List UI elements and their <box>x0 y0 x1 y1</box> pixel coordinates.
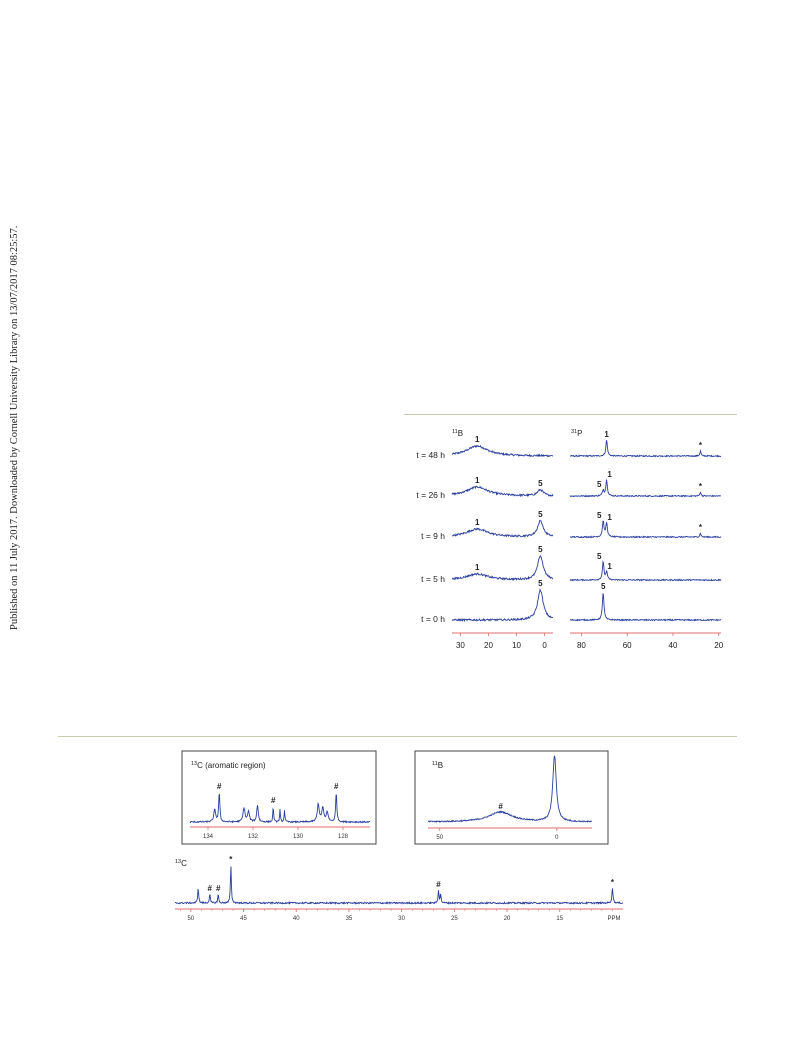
aromatic-peak-label-5: # <box>271 796 276 805</box>
boron-inset-title: 11B <box>432 761 443 770</box>
boron-inset-peak-label-0: # <box>498 802 503 811</box>
phosphorus-peak-label-1-2: * <box>699 482 703 491</box>
phosphorus-peak-label-2-2: * <box>699 523 703 532</box>
aromatic-inset-frame <box>181 750 377 845</box>
boron-stack-title: 11B <box>452 429 463 438</box>
phosphorus-peak-label-3-1: 1 <box>607 562 612 571</box>
phosphorus-trace-1 <box>569 479 722 498</box>
phosphorus-trace-4 <box>569 593 722 622</box>
boron-trace-4 <box>451 588 554 623</box>
aromatic-trace <box>189 793 371 824</box>
carbon-full-tick-label-8: PPM <box>607 916 620 922</box>
boron-trace-3 <box>451 554 554 582</box>
phosphorus-peak-label-2-1: 1 <box>607 513 612 522</box>
phosphorus-trace-0 <box>569 440 722 458</box>
carbon-full-tick-label-5: 25 <box>451 916 458 922</box>
boron-inset-tick-label-0: 50 <box>436 835 443 841</box>
phosphorus-peak-label-0-0: 1 <box>604 430 609 439</box>
carbon-full-peak-label-6: * <box>611 878 615 887</box>
aromatic-peak-label-0: # <box>217 782 222 791</box>
phosphorus-stack-tick-label-3: 20 <box>714 641 723 650</box>
aromatic-inset-tick-label-2: 130 <box>293 834 304 840</box>
boron-peak-label-3-1: 5 <box>538 545 543 554</box>
boron-peak-label-3-0: 1 <box>475 563 480 572</box>
boron-stack-tick-label-2: 10 <box>512 641 521 650</box>
boron-trace-0 <box>451 444 554 458</box>
boron-stack-tick-label-1: 20 <box>484 641 493 650</box>
phosphorus-peak-label-0-1: * <box>699 441 703 450</box>
row-label-2: t = 9 h <box>421 531 445 541</box>
carbon-full-tick-label-1: 45 <box>240 916 247 922</box>
aromatic-inset-tick-label-0: 134 <box>203 834 214 840</box>
phosphorus-stack-tick-label-1: 60 <box>623 641 632 650</box>
carbon-full-tick-label-3: 35 <box>346 916 353 922</box>
carbon-full-peak-label-3: * <box>229 855 233 864</box>
boron-stack-tick-label-3: 0 <box>542 641 547 650</box>
row-label-4: t = 0 h <box>421 614 445 624</box>
aromatic-peak-label-11: # <box>334 782 339 791</box>
row-label-3: t = 5 h <box>421 574 445 584</box>
carbon-full-tick-label-7: 15 <box>556 916 563 922</box>
boron-inset-frame <box>414 750 609 845</box>
aromatic-inset-tick-label-3: 128 <box>338 834 349 840</box>
phosphorus-stack-tick-label-2: 40 <box>669 641 678 650</box>
boron-trace-1 <box>451 485 554 498</box>
phosphorus-peak-label-4-0: 5 <box>601 582 606 591</box>
boron-peak-label-1-0: 1 <box>475 476 480 485</box>
boron-stack-tick-label-0: 30 <box>456 641 465 650</box>
aromatic-inset-title: 13C (aromatic region) <box>191 761 266 770</box>
carbon-full-tick-label-6: 20 <box>504 916 511 922</box>
phosphorus-trace-3 <box>569 560 722 582</box>
carbon-full-peak-label-1: # <box>208 884 213 893</box>
top-separator-rule <box>404 414 737 415</box>
phosphorus-stack-tick-label-0: 80 <box>577 641 586 650</box>
boron-peak-label-4-0: 5 <box>538 579 543 588</box>
phosphorus-peak-label-3-0: 5 <box>597 552 602 561</box>
carbon-full-tick-label-4: 30 <box>398 916 405 922</box>
boron-peak-label-1-1: 5 <box>538 479 543 488</box>
phosphorus-stack-title: 31P <box>571 429 582 438</box>
row-label-0: t = 48 h <box>416 450 445 460</box>
carbon-full-trace <box>174 866 624 905</box>
boron-trace-2 <box>451 519 554 538</box>
aromatic-inset-tick-label-1: 132 <box>248 834 259 840</box>
boron-peak-label-2-0: 1 <box>475 518 480 527</box>
row-label-1: t = 26 h <box>416 490 445 500</box>
carbon-full-tick-label-0: 50 <box>187 916 194 922</box>
phosphorus-peak-label-1-0: 5 <box>597 480 602 489</box>
boron-inset-tick-label-1: 0 <box>555 835 559 841</box>
bottom-separator-rule <box>58 736 737 737</box>
boron-inset-trace <box>427 755 593 823</box>
carbon-full-title: 13C <box>175 859 187 868</box>
boron-peak-label-0-0: 1 <box>475 435 480 444</box>
phosphorus-trace-2 <box>569 520 722 539</box>
boron-peak-label-2-1: 5 <box>538 510 543 519</box>
carbon-full-tick-label-2: 40 <box>293 916 300 922</box>
carbon-full-peak-label-4: # <box>436 880 441 889</box>
phosphorus-peak-label-1-1: 1 <box>607 470 612 479</box>
carbon-full-peak-label-2: # <box>216 884 221 893</box>
phosphorus-peak-label-2-0: 5 <box>597 511 602 520</box>
